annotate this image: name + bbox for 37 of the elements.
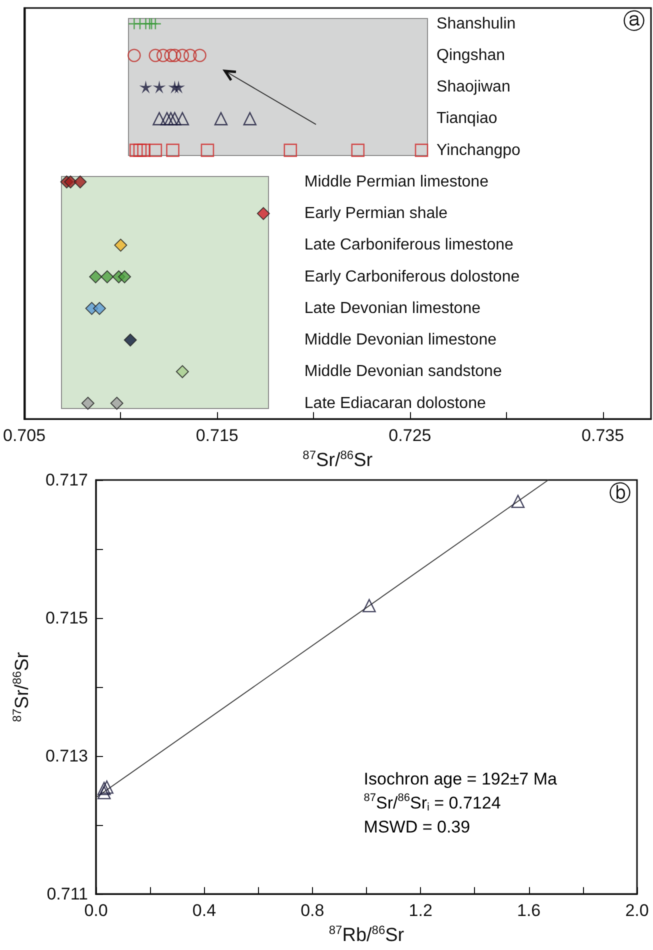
y-tick-label: 0.715 bbox=[45, 608, 88, 628]
point bbox=[511, 494, 525, 508]
y-tick-label: Shanshulin bbox=[436, 15, 516, 32]
y-tick-label: Tianqiao bbox=[436, 110, 498, 128]
point bbox=[100, 780, 114, 794]
y-tick-label: Middle Permian limestone bbox=[304, 173, 489, 190]
y-axis-title: 87Sr/86Sr bbox=[10, 651, 34, 722]
point bbox=[97, 786, 111, 800]
x-tick-label: 1.6 bbox=[516, 901, 541, 920]
y-tick-label: 0.711 bbox=[46, 884, 88, 904]
point bbox=[362, 598, 376, 612]
x-tick-label: 0.4 bbox=[192, 901, 216, 920]
annotation: ⓐ bbox=[623, 10, 645, 34]
y-tick-label: Late Ediacaran dolostone bbox=[304, 394, 486, 412]
y-tick-label: 0.717 bbox=[45, 470, 88, 490]
y-tick-label: Middle Devonian limestone bbox=[304, 332, 497, 349]
annotation: Isochron age = 192±7 Ma bbox=[364, 769, 558, 788]
annotation: ⓑ bbox=[609, 482, 631, 506]
x-tick-label: 0.0 bbox=[84, 901, 108, 920]
y-tick-label: Middle Devonian sandstone bbox=[304, 363, 502, 380]
x-tick-label: 0.725 bbox=[388, 426, 432, 446]
x-tick-label: 2.0 bbox=[625, 901, 649, 920]
x-tick-label: 0.705 bbox=[2, 426, 46, 446]
y-tick-label: Yinchangpo bbox=[436, 142, 521, 159]
annotation: MSWD = 0.39 bbox=[364, 817, 470, 836]
y-tick-label: Early Carboniferous dolostone bbox=[304, 268, 520, 286]
x-tick-label: 0.735 bbox=[582, 426, 624, 446]
y-tick-label: Early Permian shale bbox=[304, 205, 448, 222]
y-tick-label: Late Carboniferous limestone bbox=[304, 236, 514, 254]
point bbox=[97, 782, 111, 796]
y-tick-label: Qingshan bbox=[436, 46, 506, 64]
x-tick-label: 1.2 bbox=[408, 901, 432, 920]
y-tick-label: Late Devonian limestone bbox=[304, 300, 481, 317]
x-tick-label: 0.715 bbox=[196, 426, 238, 446]
x-tick-label: 0.8 bbox=[300, 901, 324, 920]
y-tick-label: 0.713 bbox=[45, 746, 88, 766]
y-tick-label: Shaojiwan bbox=[436, 78, 510, 96]
